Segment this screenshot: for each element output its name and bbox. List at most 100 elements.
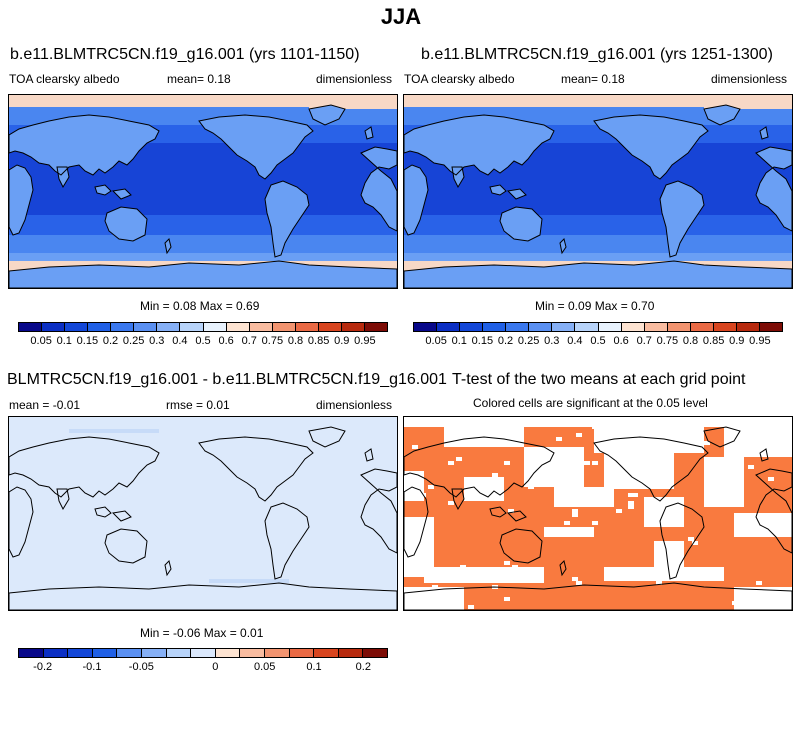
non-significant-cell (608, 573, 614, 577)
non-significant-cell (508, 509, 514, 513)
colorbar1-swatch (272, 323, 296, 331)
non-significant-cell (592, 461, 598, 465)
colorbar1-swatch (88, 323, 112, 331)
panel1-colorbar: 0.05 0.1 0.15 0.2 0.25 0.3 0.4 0.5 0.6 0.7 0.75 0.8… (18, 322, 388, 347)
coastline (755, 146, 792, 232)
colorbar2-swatch (690, 323, 714, 331)
coastline (308, 426, 346, 448)
non-significant-cell (504, 461, 510, 465)
colorbar2-tick-label: 0.4 (567, 335, 583, 347)
colorbar2-swatch (736, 323, 760, 331)
coastline (593, 114, 709, 180)
coastline (111, 510, 132, 522)
colorbar1-tick-label: 0.6 (218, 335, 234, 347)
land-area (404, 115, 554, 175)
colorbar1-swatch (19, 323, 43, 331)
land-area (199, 115, 313, 179)
non-significant-cell (428, 485, 434, 489)
non-significant-cell (504, 597, 510, 601)
non-significant-cell (576, 581, 582, 585)
non-significant-cell (504, 561, 510, 565)
non-significant-area (594, 427, 704, 453)
non-significant-cell (528, 485, 534, 489)
coastline (360, 146, 397, 232)
colorbar3-swatch (363, 649, 387, 657)
colorbar2-tick-label: 0.2 (497, 335, 514, 347)
colorbar2-tick-label: 0.5 (590, 335, 606, 347)
panel2-colorbar: 0.05 0.1 0.15 0.2 0.25 0.3 0.4 0.5 0.6 0.7 0.75 0.8… (413, 322, 783, 347)
non-significant-cell (768, 477, 774, 481)
colorbar2-tick-label: 0.6 (613, 335, 629, 347)
albedo-band (9, 253, 397, 261)
coastline (360, 468, 397, 554)
coastline (9, 436, 160, 498)
non-significant-cell (492, 573, 498, 577)
colorbar2-swatch (621, 323, 645, 331)
colorbar3-swatch (240, 649, 265, 657)
non-significant-cell (432, 421, 438, 425)
colorbar1-swatch (318, 323, 342, 331)
panel1-units-label: dimensionless (316, 72, 393, 86)
colorbar3-swatch (166, 649, 192, 657)
colorbar3-swatch (43, 649, 69, 657)
coastline (9, 164, 34, 236)
non-significant-cell (572, 461, 578, 465)
coastline (111, 188, 132, 200)
colorbar1-swatch (364, 323, 387, 331)
panel3-colorbar: -0.2 -0.1 -0.05 0 0.05 0.1 0.2 (18, 648, 388, 673)
coastline (759, 126, 769, 140)
coastline (9, 260, 397, 288)
colorbar3-swatch (191, 649, 216, 657)
colorbar1-swatch (65, 323, 89, 331)
coastline (198, 114, 314, 180)
colorbar1-swatch (249, 323, 273, 331)
coastline (264, 502, 310, 580)
non-significant-cell (404, 561, 410, 565)
coastline (451, 166, 465, 189)
coastline (364, 126, 374, 140)
coastline (164, 560, 172, 577)
non-significant-area (654, 541, 684, 571)
colorbar1-tick-label: 0.15 (76, 335, 99, 347)
non-significant-cell (468, 605, 474, 609)
panel2-map (403, 94, 793, 289)
coastline (499, 206, 543, 242)
albedo-band (9, 215, 397, 235)
land-area (105, 207, 147, 241)
figure-title: JJA (380, 4, 422, 29)
non-significant-cell (584, 493, 590, 497)
colorbar1-swatch (295, 323, 319, 331)
coastline (506, 188, 527, 200)
albedo-band (404, 235, 792, 253)
coastline (56, 488, 70, 511)
panel4-subtitle: Colored cells are significant at the 0.0… (473, 396, 708, 410)
non-significant-cell (748, 465, 754, 469)
panel2-minmax: Min = 0.09 Max = 0.70 (535, 299, 655, 313)
non-significant-cell (576, 433, 582, 437)
albedo-band (9, 95, 397, 107)
coastline (9, 114, 160, 176)
non-significant-cell (448, 501, 454, 505)
non-significant-cell (404, 485, 410, 489)
non-significant-area (424, 567, 544, 583)
coastline (404, 260, 792, 288)
colorbar3-swatch (289, 649, 315, 657)
land-area (9, 165, 33, 235)
non-significant-cell (612, 477, 618, 481)
coastline (506, 510, 527, 522)
non-significant-cell (432, 585, 438, 589)
panel2-variable-label: TOA clearsky albedo (404, 72, 515, 86)
colorbar2-tick-label: 0.05 (425, 335, 447, 347)
colorbar2-tick-label: 0.25 (517, 335, 540, 347)
diff-streak (69, 429, 159, 433)
panel1-variable-label: TOA clearsky albedo (9, 72, 120, 86)
colorbar1-tick-label: 0.1 (56, 335, 72, 347)
coastline (659, 180, 705, 258)
non-significant-cell (616, 421, 622, 425)
colorbar2-tick-label: 0.7 (636, 335, 652, 347)
colorbar2-swatch (575, 323, 599, 331)
colorbar1-tick-label: 0.25 (122, 335, 145, 347)
non-significant-cell (660, 469, 666, 473)
non-significant-cell (464, 417, 470, 421)
colorbar2-tick-label: 0.85 (702, 335, 725, 347)
